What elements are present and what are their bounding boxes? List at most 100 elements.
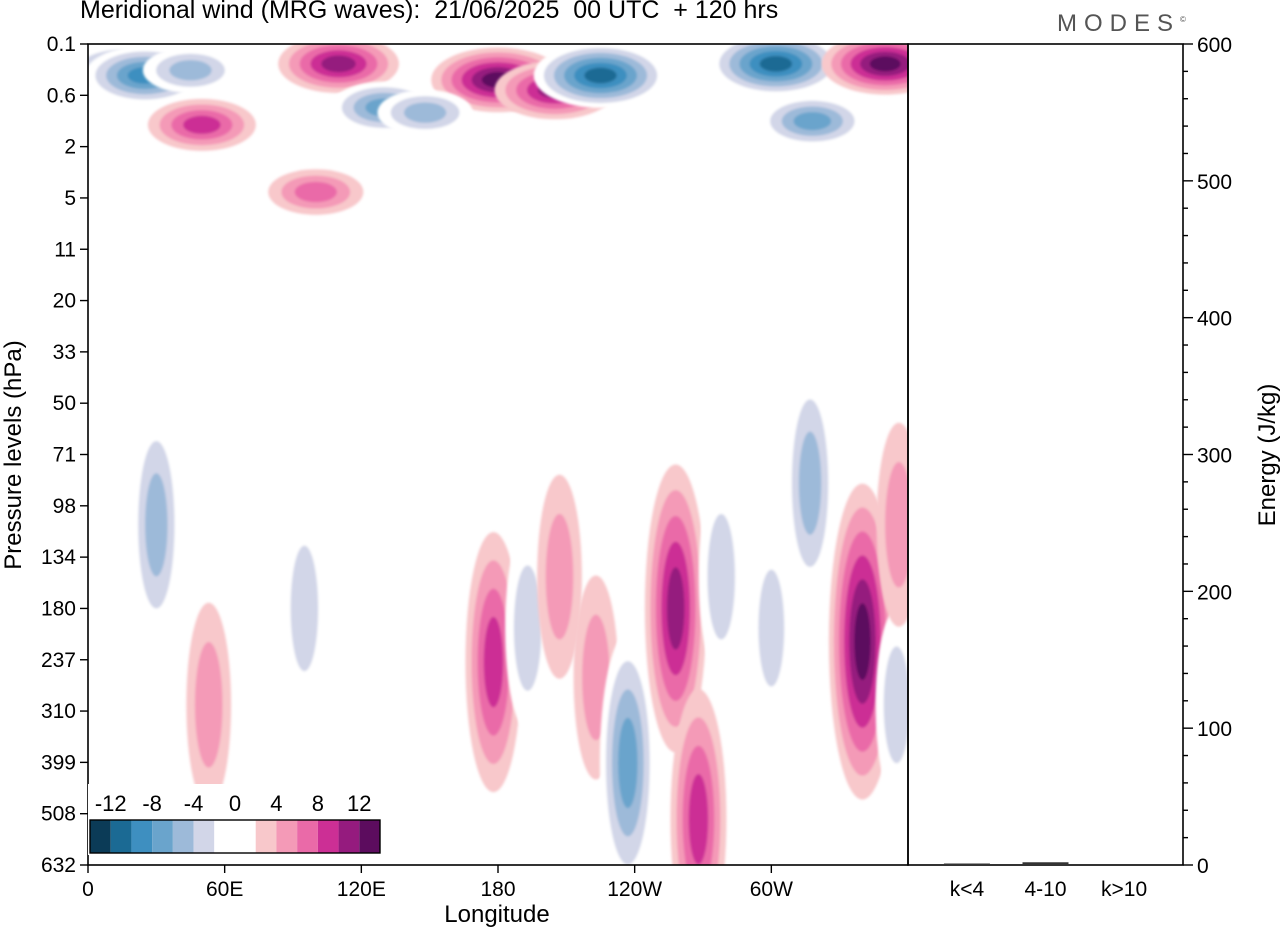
wind-anomaly-13: [88, 161, 157, 195]
y-tick-label: 134: [41, 546, 76, 569]
wind-anomaly-23: [670, 689, 727, 865]
contour-band: [513, 565, 542, 691]
contour-band: [321, 55, 356, 73]
brand-logo: MODES©: [1057, 10, 1186, 38]
contour-band: [854, 603, 871, 680]
colorbar-swatch: [317, 820, 339, 853]
wind-anomaly-6: [533, 44, 668, 108]
colorbar-swatch: [152, 820, 173, 853]
contour-band: [290, 545, 319, 672]
y-tick-label: 180: [41, 597, 76, 620]
brand-mark: ©: [1180, 15, 1186, 24]
colorbar-swatch: [90, 820, 111, 853]
colorbar: -12 -8 -4 0 4 8 12: [88, 784, 382, 855]
contour-band: [666, 567, 685, 650]
wind-anomaly-15: [131, 408, 182, 641]
contour-band: [759, 55, 793, 72]
x-tick-label: 60E: [206, 878, 243, 901]
y-tick-label: 0.1: [47, 33, 76, 56]
contour-band: [688, 773, 709, 865]
y-axis-label: Pressure levels (hPa): [0, 340, 27, 569]
energy-category-label: 4-10: [1024, 878, 1066, 901]
y-tick-label: 632: [41, 854, 76, 877]
wind-field: [88, 44, 908, 865]
contour-band: [758, 569, 785, 687]
contour-band: [403, 102, 447, 123]
energy-tick-label: 300: [1197, 445, 1232, 468]
contour-band: [294, 181, 337, 203]
wind-anomaly-9: [147, 98, 256, 151]
energy-bar-k<4: [943, 863, 990, 865]
x-tick-label: 0: [82, 878, 94, 901]
x-tick-label: 120E: [337, 878, 386, 901]
wind-anomaly-16: [281, 506, 327, 711]
wind-anomaly-3: [278, 44, 399, 94]
colorbar-label: 0: [229, 791, 241, 816]
colorbar-label: -12: [95, 791, 127, 816]
energy-tick-label: 200: [1197, 581, 1232, 604]
energy-tick-label: 0: [1197, 855, 1209, 878]
y-tick-label: 20: [53, 290, 76, 313]
colorbar-swatch: [131, 820, 153, 853]
contour-band: [584, 67, 617, 84]
y-tick-label: 237: [41, 649, 76, 672]
colorbar-label: 8: [312, 791, 324, 816]
energy-category-label: k<4: [950, 878, 985, 901]
wind-anomaly-19: [537, 474, 582, 679]
contour-band: [798, 431, 822, 535]
colorbar-swatch: [172, 820, 194, 853]
wind-anomaly-11: [377, 89, 473, 136]
colorbar-label: -4: [184, 791, 204, 816]
contour-band: [793, 112, 832, 131]
wind-anomaly-29: [876, 422, 908, 627]
y-tick-label: 0.6: [47, 84, 76, 107]
energy-axis-label: Energy (J/kg): [1254, 384, 1280, 527]
contour-band: [545, 513, 574, 640]
contour-band: [618, 717, 638, 809]
wind-anomaly-7: [709, 44, 843, 97]
y-tick-label: 5: [64, 187, 76, 210]
colorbar-swatch: [110, 820, 132, 853]
colorbar-swatch: [255, 820, 277, 853]
y-tick-label: 11: [54, 238, 76, 261]
wind-anomaly-24: [698, 474, 744, 679]
x-tick-label: 60W: [750, 878, 793, 901]
colorbar-label: 12: [347, 791, 371, 816]
y-tick-label: 310: [41, 700, 76, 723]
contour-band: [885, 462, 908, 588]
colorbar-swatch: [193, 820, 215, 853]
y-tick-label: 508: [41, 803, 76, 826]
energy-tick-label: 100: [1197, 718, 1232, 741]
energy-tick-label: 400: [1197, 308, 1232, 331]
wind-anomaly-28: [875, 609, 908, 800]
contour-band: [483, 616, 504, 708]
energy-tick-label: 600: [1197, 34, 1232, 57]
colorbar-swatch: [297, 820, 318, 853]
axes: 0.1 0.6 2 5 11 20 33 50 71 98 134 180 237 310 399 508 63…: [41, 33, 1232, 901]
wind-anomaly-30: [186, 602, 232, 807]
brand-name: MODES: [1057, 10, 1181, 37]
x-tick-label: 120W: [607, 878, 662, 901]
energy-category-label: k>10: [1101, 878, 1147, 901]
contour-band: [194, 642, 223, 768]
wind-anomaly-2: [142, 47, 239, 94]
energy-bars: k<4 4-10 k>10: [943, 862, 1147, 901]
y-tick-label: 98: [53, 495, 76, 518]
contour-band: [707, 513, 736, 640]
wind-anomaly-12: [758, 95, 867, 148]
energy-bar-4-10: [1022, 862, 1069, 865]
contour-band: [869, 56, 901, 72]
colorbar-swatch: [338, 820, 360, 853]
contour-band: [145, 473, 168, 577]
x-axis-label: Longitude: [444, 901, 549, 928]
contour-band: [88, 161, 157, 195]
wind-anomaly-14: [268, 169, 364, 215]
contour-band: [169, 60, 212, 81]
y-tick-label: 71: [53, 444, 76, 467]
colorbar-swatch: [276, 820, 298, 853]
wind-anomaly-8: [821, 44, 908, 95]
y-tick-label: 50: [53, 392, 76, 415]
contour-band: [883, 646, 908, 764]
wind-anomaly-26: [784, 367, 836, 600]
